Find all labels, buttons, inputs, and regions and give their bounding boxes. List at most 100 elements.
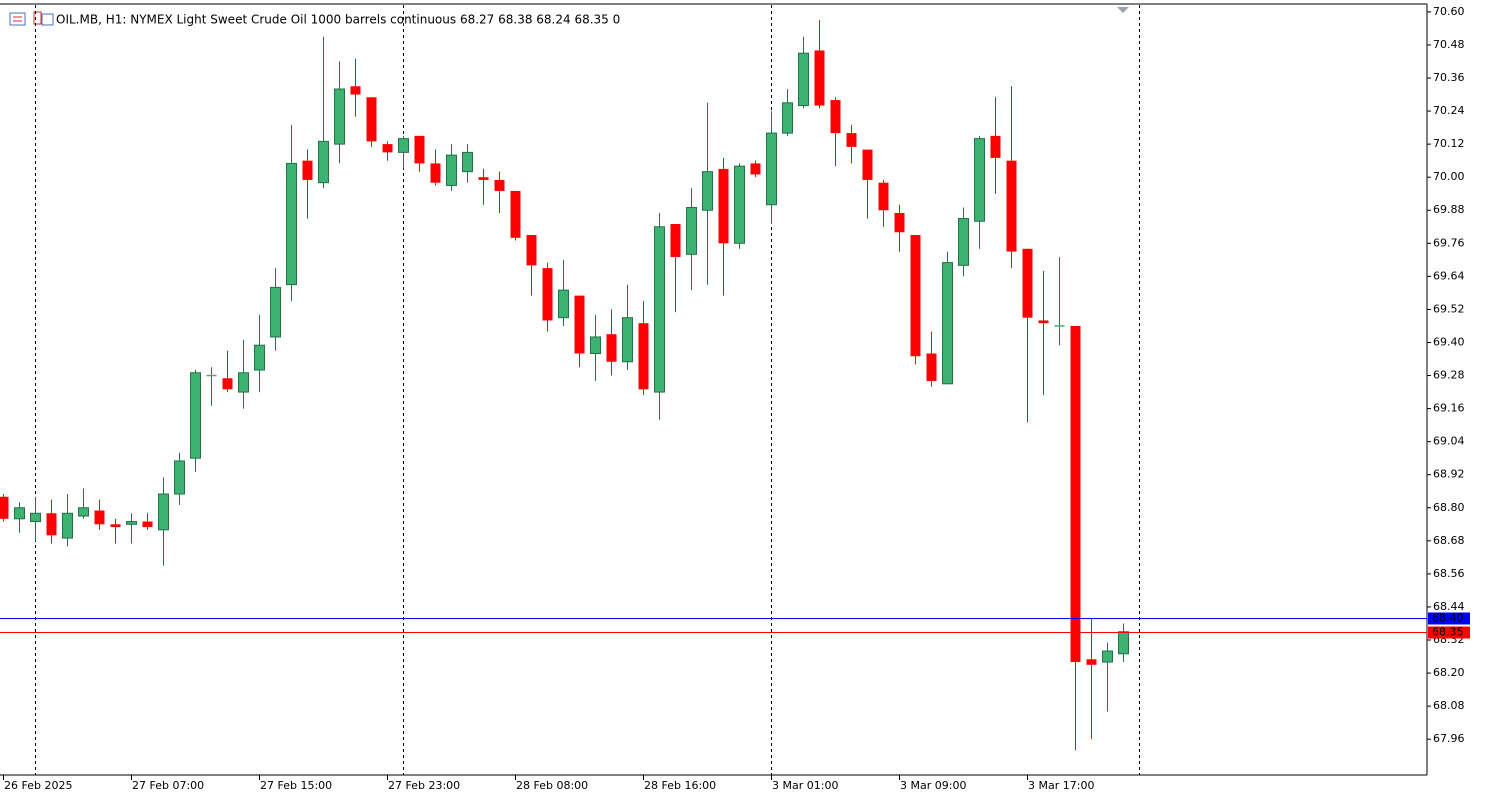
candle-body [62, 512, 73, 539]
y-tick-label: 69.40 [1433, 335, 1465, 348]
candle-body [846, 133, 857, 147]
shift-marker[interactable] [1117, 7, 1129, 13]
y-tick-label: 70.36 [1433, 71, 1465, 84]
candle-body [286, 162, 297, 286]
candle-body [1118, 631, 1129, 655]
candle-body [382, 144, 393, 153]
x-tick-label: 28 Feb 08:00 [516, 779, 588, 792]
icon-chart[interactable] [33, 11, 42, 25]
candle-body [766, 132, 777, 206]
price-label: 68.35 [1432, 626, 1464, 639]
candle-body [46, 513, 57, 536]
candle-body [558, 289, 569, 319]
candle-body [142, 521, 153, 528]
candle-body [974, 138, 985, 222]
y-tick-label: 70.60 [1433, 5, 1465, 18]
icon-list[interactable] [9, 12, 26, 26]
candle-body [334, 88, 345, 145]
candle-body [398, 138, 409, 153]
candle-body [446, 154, 457, 186]
candle-body [702, 171, 713, 211]
candle-body [366, 97, 377, 142]
candle-body [798, 52, 809, 107]
candle-body [30, 512, 41, 523]
candle-body [958, 218, 969, 266]
candle-body [1022, 248, 1033, 318]
candle-body [254, 344, 265, 371]
candle-body [990, 135, 1001, 158]
candle-body [942, 262, 953, 385]
candle-body [158, 493, 169, 531]
candle-body [270, 286, 281, 338]
y-tick-label: 69.28 [1433, 369, 1465, 382]
candle-body [686, 206, 697, 255]
candle-body [606, 334, 617, 362]
candle-body [318, 140, 329, 184]
toolbar-icons [9, 11, 54, 26]
candle-body [238, 372, 249, 393]
candle-body [414, 135, 425, 164]
candle-body [14, 507, 25, 520]
candle-body [0, 496, 9, 519]
x-tick-label: 27 Feb 23:00 [388, 779, 460, 792]
candle-body [302, 160, 313, 180]
x-tick-label: 27 Feb 07:00 [132, 779, 204, 792]
candle-body [1086, 659, 1097, 665]
candle-body [110, 524, 121, 528]
y-tick-label: 68.56 [1433, 567, 1465, 580]
y-tick-label: 70.48 [1433, 38, 1465, 51]
candle-body [734, 165, 745, 244]
y-tick-label: 70.24 [1433, 104, 1465, 117]
candle-body [190, 372, 201, 459]
y-tick-label: 68.68 [1433, 534, 1465, 547]
candle-body [574, 295, 585, 354]
candle-body [478, 177, 489, 180]
y-tick-label: 69.88 [1433, 203, 1465, 216]
candle-body [670, 224, 681, 258]
x-tick-label: 3 Mar 01:00 [772, 779, 838, 792]
candle-body [222, 378, 233, 390]
candle-body [510, 190, 521, 238]
candle-body [830, 100, 841, 134]
price-label: 68.40 [1432, 612, 1464, 625]
candle-body [638, 323, 649, 390]
candle-body [126, 521, 137, 525]
x-tick-label: 26 Feb 2025 [4, 779, 72, 792]
x-tick-label: 28 Feb 16:00 [644, 779, 716, 792]
candle-body [814, 50, 825, 106]
candle-body [590, 336, 601, 354]
y-tick-label: 68.08 [1433, 699, 1465, 712]
candle-body [462, 151, 473, 173]
chart-header: OIL.MB, H1: NYMEX Light Sweet Crude Oil … [56, 13, 620, 27]
y-tick-label: 68.80 [1433, 501, 1465, 514]
candle-body [782, 102, 793, 134]
candle-body [926, 353, 937, 382]
candle-body [174, 460, 185, 495]
candle-body [78, 507, 89, 517]
candle-body [350, 86, 361, 95]
y-tick-label: 69.52 [1433, 302, 1465, 315]
x-tick-label: 3 Mar 09:00 [900, 779, 966, 792]
candle-body [1038, 320, 1049, 324]
y-tick-label: 70.00 [1433, 170, 1465, 183]
icon-chart[interactable] [41, 13, 54, 26]
y-tick-label: 69.04 [1433, 435, 1465, 448]
candle-body [862, 149, 873, 180]
x-tick-label: 27 Feb 15:00 [260, 779, 332, 792]
candle-body [622, 317, 633, 363]
y-tick-label: 68.92 [1433, 468, 1465, 481]
candle-body [1102, 650, 1113, 663]
candle-body [894, 212, 905, 233]
x-tick-label: 3 Mar 17:00 [1028, 779, 1094, 792]
candle-body [878, 182, 889, 211]
candle-body [494, 179, 505, 191]
candle-body [718, 168, 729, 244]
y-tick-label: 68.44 [1433, 600, 1465, 613]
price-label-bg [1428, 612, 1470, 625]
y-tick-label: 69.76 [1433, 236, 1465, 249]
candle-body [910, 235, 921, 357]
y-tick-label: 67.96 [1433, 732, 1465, 745]
candle-body [94, 510, 105, 525]
candle-body [1006, 160, 1017, 252]
